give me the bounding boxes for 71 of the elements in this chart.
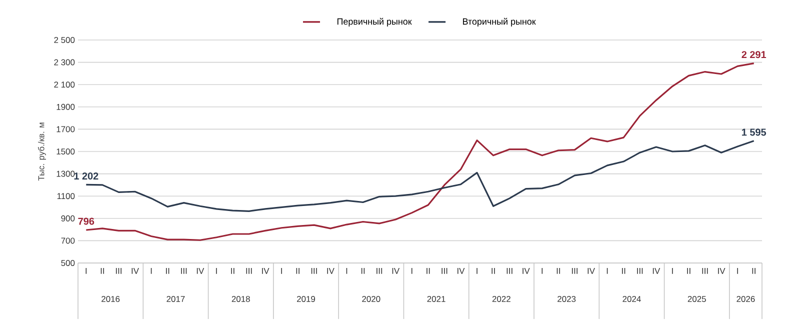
x-tick-label: I	[346, 268, 348, 274]
y-tick-label: 1900	[56, 104, 75, 110]
x-tick-label: III	[572, 268, 578, 274]
x-tick-label: II	[296, 268, 300, 274]
x-tick-label: I	[86, 268, 87, 274]
x-tick-label: II	[556, 268, 560, 274]
text: 2022	[492, 296, 510, 302]
y-axis-title: Тыс. руб./кв. м	[38, 122, 46, 181]
y-tick-label: 500	[61, 260, 75, 266]
y-tick-label: 2 500	[54, 37, 75, 43]
y-tick-label: 2 100	[54, 82, 75, 88]
x-tick-label: I	[281, 268, 282, 274]
y-tick-label: 900	[61, 215, 75, 222]
y-tick-label: 2 300	[54, 59, 75, 66]
text: 2025	[688, 296, 706, 302]
text: 2017	[166, 296, 185, 302]
x-tick-label: I	[150, 268, 152, 274]
x-tick-label: II	[752, 268, 756, 274]
x-tick-label: I	[606, 268, 608, 274]
x-tick-label: IV	[718, 268, 726, 274]
x-tick-label: I	[737, 268, 738, 274]
legend-label: Первичный рынок	[337, 18, 412, 26]
text: 2018	[232, 296, 250, 302]
data-label: 796	[78, 218, 94, 225]
text: 2021	[427, 296, 446, 302]
x-tick-label: III	[506, 268, 512, 274]
x-tick-label: III	[442, 268, 448, 274]
x-tick-label: II	[426, 268, 430, 274]
x-tick-label: II	[492, 268, 495, 274]
data-label: 1 595	[742, 128, 766, 136]
x-tick-label: IV	[522, 268, 530, 274]
text: 2023	[558, 296, 576, 302]
x-tick-label: IV	[327, 268, 334, 274]
x-tick-label: II	[361, 268, 365, 274]
text: 2026	[736, 296, 755, 302]
x-tick-label: III	[311, 268, 317, 274]
y-tick-label: 1300	[56, 170, 75, 177]
x-tick-label: IV	[262, 268, 270, 274]
x-tick-label: III	[181, 268, 187, 274]
legend-label: Вторичный рынок	[463, 18, 536, 26]
x-tick-label: I	[542, 268, 543, 274]
y-tick-label: 1100	[57, 193, 75, 200]
x-tick-label: II	[100, 268, 104, 274]
text: 2020	[362, 296, 380, 302]
x-tick-label: III	[637, 268, 643, 274]
x-tick-label: IV	[392, 268, 400, 274]
text: 2016	[102, 296, 120, 302]
x-tick-label: I	[672, 268, 673, 274]
y-tick-label: 1700	[56, 126, 75, 132]
data-label: 1 202	[74, 172, 98, 180]
x-tick-label: II	[687, 268, 690, 274]
x-tick-label: I	[476, 268, 478, 274]
x-tick-label: I	[411, 268, 412, 274]
x-tick-label: III	[246, 268, 252, 274]
x-tick-label: II	[231, 268, 234, 274]
x-tick-label: I	[216, 268, 217, 274]
x-tick-label: III	[116, 268, 122, 274]
x-tick-label: III	[376, 268, 382, 274]
y-tick-label: 1500	[56, 148, 75, 154]
data-label: 2 291	[742, 51, 766, 58]
text: 2024	[622, 296, 641, 302]
x-tick-label: IV	[132, 268, 139, 274]
x-tick-label: III	[702, 268, 708, 274]
x-tick-label: II	[622, 268, 626, 274]
y-tick-label: 700	[61, 238, 75, 244]
x-tick-label: IV	[652, 268, 660, 274]
x-tick-label: IV	[588, 268, 595, 274]
x-tick-label: IV	[458, 268, 465, 274]
x-tick-label: II	[166, 268, 170, 274]
x-tick-label: IV	[196, 268, 204, 274]
text: 2019	[297, 296, 316, 302]
